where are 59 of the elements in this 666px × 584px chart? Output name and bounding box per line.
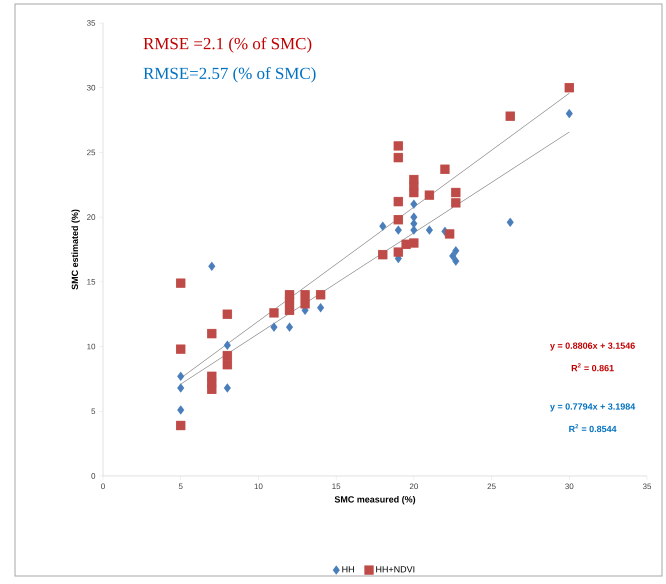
point <box>564 83 574 92</box>
point <box>316 290 326 300</box>
point <box>440 164 450 174</box>
point <box>177 372 184 382</box>
point <box>410 212 418 222</box>
point <box>409 238 419 248</box>
point <box>409 188 419 198</box>
point <box>379 222 386 231</box>
point <box>394 247 404 257</box>
point <box>177 405 184 415</box>
point <box>286 322 294 332</box>
x-axis-title: SMC measured (%) <box>334 496 416 504</box>
point <box>410 225 418 235</box>
point <box>222 310 232 319</box>
point <box>394 152 404 162</box>
point <box>452 256 460 266</box>
annotation: R$^{2}$ = 0.861 <box>572 363 614 372</box>
point <box>424 190 434 200</box>
point <box>566 108 573 118</box>
point <box>300 290 310 300</box>
point <box>451 188 461 198</box>
point <box>394 196 404 206</box>
annotation: RMSE =2.1 (% of SMC) <box>144 37 312 53</box>
legend-label: HH+NDVI <box>376 566 414 572</box>
point <box>224 383 231 393</box>
point <box>222 360 232 370</box>
point <box>410 200 418 209</box>
point <box>270 322 278 332</box>
point <box>207 328 216 338</box>
point <box>224 340 231 350</box>
legend-label: HH <box>342 566 354 572</box>
point <box>506 111 515 121</box>
annotation: y = 0.8806x + 3.1546 <box>550 342 635 351</box>
y-axis-title: SMC estimated (%) <box>71 210 80 290</box>
point <box>317 303 324 312</box>
point <box>208 262 216 271</box>
point <box>207 384 216 394</box>
point <box>176 344 186 354</box>
point <box>451 198 461 208</box>
point <box>394 141 404 151</box>
point <box>177 383 184 393</box>
point <box>300 299 310 309</box>
annotation: RMSE=2.57 (% of SMC) <box>144 66 316 83</box>
point <box>452 246 460 256</box>
point <box>426 225 433 235</box>
point <box>449 251 456 261</box>
point <box>176 420 186 430</box>
point <box>284 306 294 315</box>
point <box>176 278 186 288</box>
point <box>394 225 402 235</box>
point <box>506 218 514 227</box>
point <box>444 229 454 239</box>
point <box>284 296 294 306</box>
point <box>394 215 404 224</box>
annotation: y = 0.7794x + 3.1984 <box>550 403 636 412</box>
annotation: R$^{2}$ = 0.8544 <box>569 424 617 432</box>
point <box>378 250 388 260</box>
point <box>269 308 279 318</box>
point <box>222 350 232 360</box>
